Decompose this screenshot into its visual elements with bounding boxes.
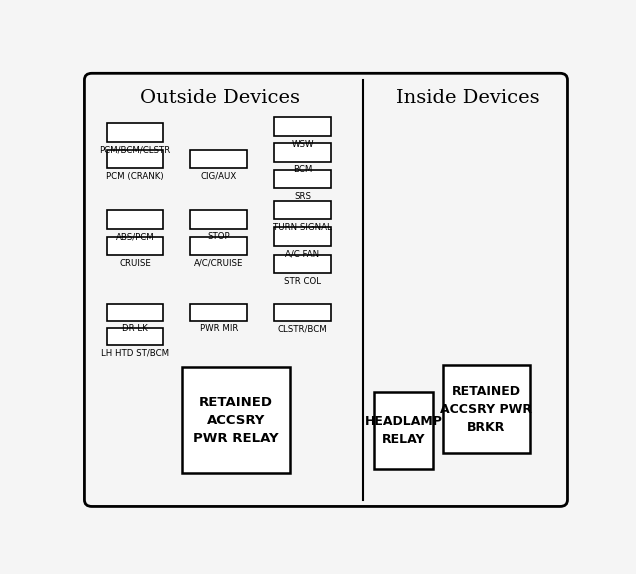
Text: CRUISE: CRUISE [119, 259, 151, 268]
Bar [274, 143, 331, 162]
Bar [182, 367, 291, 474]
Bar [107, 150, 163, 168]
Bar [190, 304, 247, 321]
Bar [190, 150, 247, 168]
Text: A/C/CRUISE: A/C/CRUISE [194, 259, 244, 268]
Text: ABS/PCM: ABS/PCM [116, 232, 155, 242]
Text: PWR MIR: PWR MIR [200, 324, 238, 333]
Bar [274, 200, 331, 219]
Bar [107, 328, 163, 345]
Text: STOP: STOP [207, 232, 230, 242]
Bar [274, 254, 331, 273]
Bar [274, 170, 331, 188]
Bar [274, 118, 331, 136]
Text: RETAINED
ACCSRY PWR
BRKR: RETAINED ACCSRY PWR BRKR [440, 385, 532, 434]
Text: TURN SIGNAL: TURN SIGNAL [273, 223, 332, 232]
Bar [107, 237, 163, 255]
Text: PCM (CRANK): PCM (CRANK) [106, 172, 163, 181]
Bar [107, 210, 163, 229]
Bar [443, 365, 530, 453]
Text: STR COL: STR COL [284, 277, 321, 286]
Text: CIG/AUX: CIG/AUX [200, 172, 237, 181]
Text: Inside Devices: Inside Devices [396, 88, 539, 107]
Bar [374, 391, 433, 469]
Bar [107, 123, 163, 142]
Bar [274, 304, 331, 321]
Text: Outside Devices: Outside Devices [140, 88, 300, 107]
Bar [190, 210, 247, 229]
Text: HEADLAMP
RELAY: HEADLAMP RELAY [365, 414, 443, 445]
Text: DR LK: DR LK [122, 324, 148, 333]
Bar [274, 227, 331, 246]
Bar [190, 237, 247, 255]
Text: CLSTR/BCM: CLSTR/BCM [278, 324, 328, 333]
Text: PCM/BCM/CLSTR: PCM/BCM/CLSTR [99, 145, 170, 154]
Text: A/C FAN: A/C FAN [286, 249, 320, 258]
Text: LH HTD ST/BCM: LH HTD ST/BCM [101, 348, 169, 358]
Bar [107, 304, 163, 321]
Text: RETAINED
ACCSRY
PWR RELAY: RETAINED ACCSRY PWR RELAY [193, 395, 279, 445]
Text: SRS: SRS [294, 192, 311, 201]
Text: BCM: BCM [293, 165, 312, 174]
Text: WSW: WSW [291, 139, 314, 149]
FancyBboxPatch shape [85, 73, 567, 506]
